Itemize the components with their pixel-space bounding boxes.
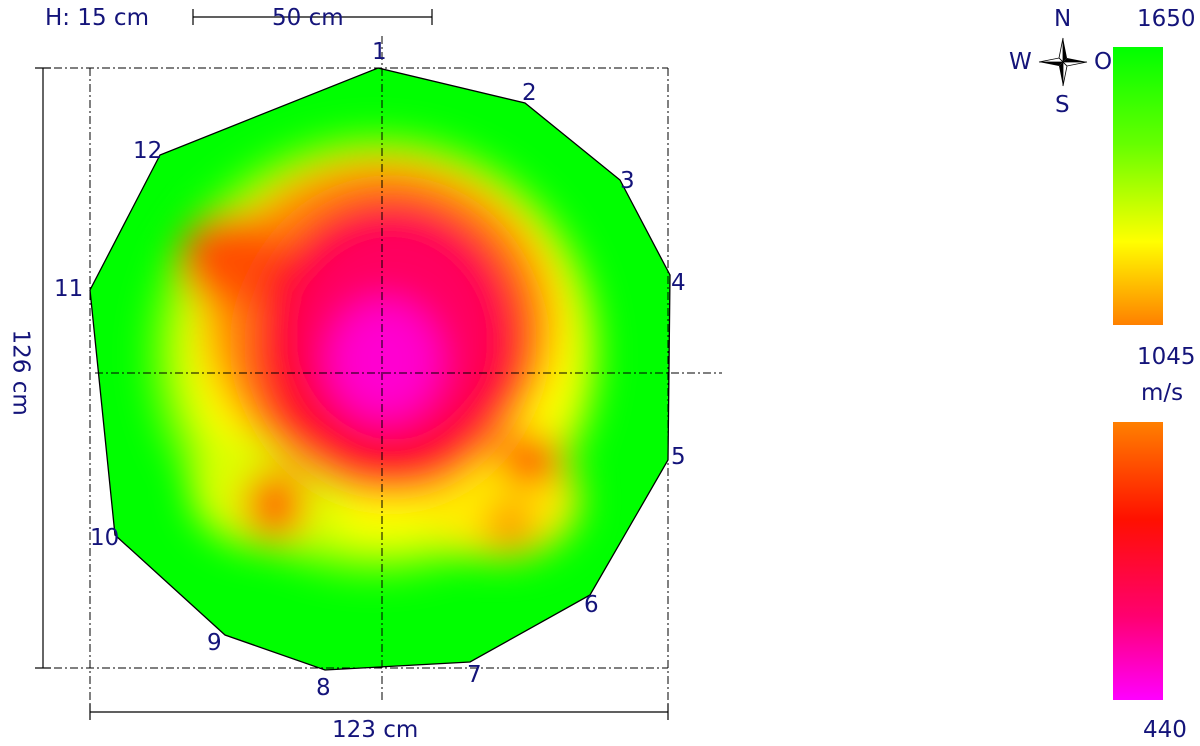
sensor-label-10: 10 [90,525,120,551]
velocity-heatmap [90,68,670,670]
sensor-label-9: 9 [207,630,222,656]
scale-bar-label: 50 cm [272,5,344,31]
compass-icon [1038,37,1088,87]
compass-south: S [1055,92,1070,118]
legend-mid: 1045 [1137,344,1196,370]
sensor-label-8: 8 [316,675,331,701]
guide-lines [38,36,722,720]
legend-bar-low [1113,422,1163,700]
legend-unit: m/s [1141,380,1184,406]
legend-max: 1650 [1137,6,1196,32]
compass-north: N [1054,6,1072,32]
sensor-label-12: 12 [133,138,163,164]
compass-east: O [1094,49,1113,75]
sensor-label-11: 11 [54,276,84,302]
trunk-outline [89,67,671,671]
compass-west: W [1009,49,1032,75]
sensor-label-5: 5 [671,444,686,470]
sensor-label-6: 6 [584,592,599,618]
legend-min: 440 [1143,717,1187,743]
sensor-label-2: 2 [522,80,537,106]
sensor-label-3: 3 [620,168,635,194]
sensor-label-7: 7 [467,662,482,688]
dimension-lines [35,9,669,720]
horizontal-dimension-label: 123 cm [332,717,419,743]
vertical-dimension-label: 126 cm [7,329,34,416]
sensor-label-1: 1 [372,39,387,65]
legend-bar-high [1113,47,1163,325]
sensor-label-4: 4 [671,270,686,296]
height-label: H: 15 cm [45,5,149,31]
